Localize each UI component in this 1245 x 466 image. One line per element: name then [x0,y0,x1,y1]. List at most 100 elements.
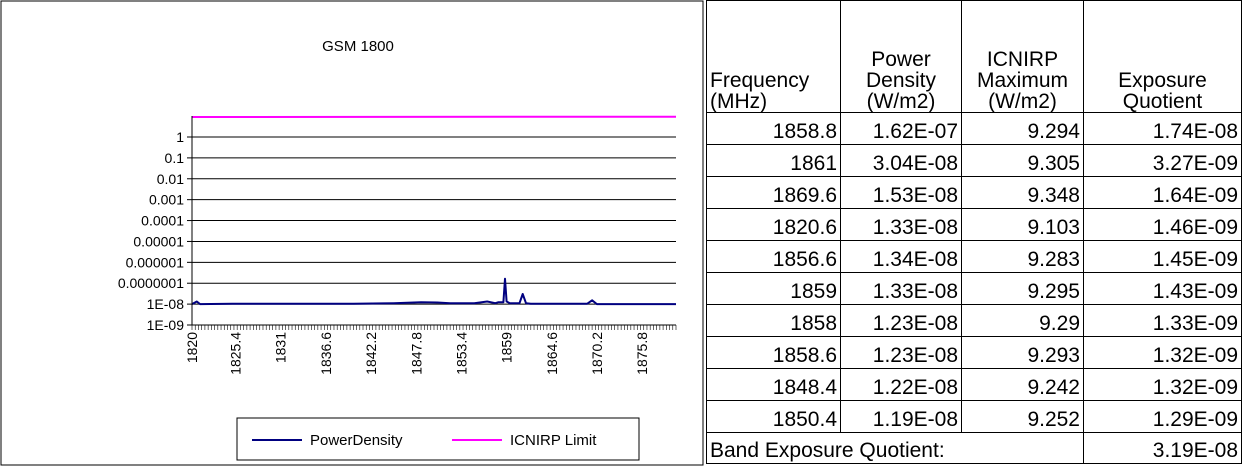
y-tick-label: 1E-08 [147,296,185,312]
x-tick-label-group: 1859 [499,332,515,363]
y-axis-tick-labels: 1 0.1 0.01 0.001 0.0001 0.00001 0.000001 0.0000… [118,129,184,333]
cell-frequency: 1859 [706,272,841,305]
cell-icnirp-maximum: 9.242 [961,368,1084,401]
cell-frequency: 1869.6 [706,176,841,209]
y-tick-label: 1 [176,129,184,145]
legend-box [236,417,640,461]
cell-icnirp-maximum: 9.295 [961,272,1084,305]
y-tick-label: 1E-09 [147,317,185,333]
exposure-table: Frequency (MHz) Power Density (W/m2) ICN… [706,0,1242,464]
x-tick-label: 1842.2 [363,332,379,375]
cell-icnirp-maximum: 9.29 [961,304,1084,337]
table-row: 1850.4 1.19E-08 9.252 1.29E-09 [706,400,1242,433]
cell-power-density: 1.53E-08 [840,176,962,209]
table-row: 1858.8 1.62E-07 9.294 1.74E-08 [706,112,1242,145]
series-line-powerdensity [191,277,676,306]
x-tick-label: 1847.8 [408,332,424,375]
x-tick-label: 1853.4 [453,332,469,375]
table-row: 1858 1.23E-08 9.29 1.33E-09 [706,304,1242,337]
cell-exposure-quotient: 3.27E-09 [1083,144,1242,177]
chart-title: GSM 1800 [322,38,394,55]
table-row: 1869.6 1.53E-08 9.348 1.64E-09 [706,176,1242,209]
cell-exposure-quotient: 1.32E-09 [1083,368,1242,401]
cell-power-density: 1.34E-08 [840,240,962,273]
table-footer-row: Band Exposure Quotient: 3.19E-08 [706,432,1242,464]
table-row: 1859 1.33E-08 9.295 1.43E-09 [706,272,1242,305]
cell-icnirp-maximum: 9.348 [961,176,1084,209]
x-tick-label-group: 1864.6 [544,332,560,375]
x-tick-label: 1875.8 [634,332,650,375]
cell-power-density: 1.33E-08 [840,208,962,241]
x-tick-label: 1831 [273,332,289,363]
cell-power-density: 1.22E-08 [840,368,962,401]
header-exposure-quotient: Exposure Quotient [1083,0,1242,113]
cell-icnirp-maximum: 9.293 [961,336,1084,369]
cell-exposure-quotient: 1.45E-09 [1083,240,1242,273]
x-tick-label-group: 1820 [184,332,200,363]
cell-exposure-quotient: 1.32E-09 [1083,336,1242,369]
axes [191,116,677,330]
cell-power-density: 1.19E-08 [840,400,962,433]
y-tick-label: 0.0000001 [118,275,184,291]
table-row: 1861 3.04E-08 9.305 3.27E-09 [706,144,1242,177]
x-tick-label-group: 1825.4 [228,332,244,375]
x-tick-label: 1864.6 [544,332,560,375]
band-exposure-quotient-value: 3.19E-08 [1083,432,1242,464]
x-tick-label-group: 1831 [273,332,289,363]
cell-exposure-quotient: 1.43E-09 [1083,272,1242,305]
x-tick-label-group: 1847.8 [408,332,424,375]
cell-frequency: 1858.8 [706,112,841,145]
cell-frequency: 1858 [706,304,841,337]
cell-frequency: 1858.6 [706,336,841,369]
cell-exposure-quotient: 1.74E-08 [1083,112,1242,145]
x-tick-label-group: 1836.6 [318,332,334,375]
x-tick-label: 1836.6 [318,332,334,375]
cell-frequency: 1856.6 [706,240,841,273]
x-tick-label: 1859 [499,332,515,363]
cell-exposure-quotient: 1.46E-09 [1083,208,1242,241]
cell-exposure-quotient: 1.64E-09 [1083,176,1242,209]
header-frequency: Frequency (MHz) [706,0,841,113]
x-tick-label-group: 1870.2 [589,332,605,375]
header-power-density: Power Density (W/m2) [840,0,962,113]
y-tick-label: 0.00001 [133,233,184,249]
y-tick-label: 0.0001 [141,213,184,229]
cell-power-density: 1.23E-08 [840,304,962,337]
y-tick-label: 0.000001 [126,254,185,270]
cell-icnirp-maximum: 9.103 [961,208,1084,241]
chart: GSM 1800 1 0.1 0.01 0.001 0.0001 0.00001 0.000… [0,0,704,466]
cell-frequency: 1820.6 [706,208,841,241]
cell-icnirp-maximum: 9.283 [961,240,1084,273]
cell-power-density: 1.33E-08 [840,272,962,305]
cell-icnirp-maximum: 9.252 [961,400,1084,433]
x-tick-label: 1820 [184,332,200,363]
cell-power-density: 1.62E-07 [840,112,962,145]
cell-frequency: 1861 [706,144,841,177]
x-tick-label-group: 1853.4 [453,332,469,375]
x-tick-label: 1870.2 [589,332,605,375]
cell-frequency: 1850.4 [706,400,841,433]
table-row: 1848.4 1.22E-08 9.242 1.32E-09 [706,368,1242,401]
cell-exposure-quotient: 1.29E-09 [1083,400,1242,433]
y-tick-label: 0.01 [157,171,184,187]
table-row: 1820.6 1.33E-08 9.103 1.46E-09 [706,208,1242,241]
y-tick-label: 0.1 [165,150,185,166]
x-axis-tick-labels: 1820 1825.4 1831 1836.6 1842.2 1847.8 1853.4 18… [184,332,650,375]
series-lines [191,115,677,306]
cell-icnirp-maximum: 9.305 [961,144,1084,177]
y-tick-label: 0.001 [149,192,184,208]
legend: PowerDensity ICNIRP Limit [236,417,640,461]
header-icnirp-maximum: ICNIRP Maximum (W/m2) [961,0,1084,113]
cell-exposure-quotient: 1.33E-09 [1083,304,1242,337]
table-header-row: Frequency (MHz) Power Density (W/m2) ICN… [706,0,1242,113]
cell-power-density: 3.04E-08 [840,144,962,177]
table-row: 1856.6 1.34E-08 9.283 1.45E-09 [706,240,1242,273]
table-row: 1858.6 1.23E-08 9.293 1.32E-09 [706,336,1242,369]
x-tick-label-group: 1875.8 [634,332,650,375]
cell-icnirp-maximum: 9.294 [961,112,1084,145]
cell-frequency: 1848.4 [706,368,841,401]
cell-power-density: 1.23E-08 [840,336,962,369]
band-exposure-quotient-label: Band Exposure Quotient: [706,432,1084,464]
chart-area-border [0,0,704,466]
legend-label-icnirp-limit: ICNIRP Limit [510,432,597,449]
